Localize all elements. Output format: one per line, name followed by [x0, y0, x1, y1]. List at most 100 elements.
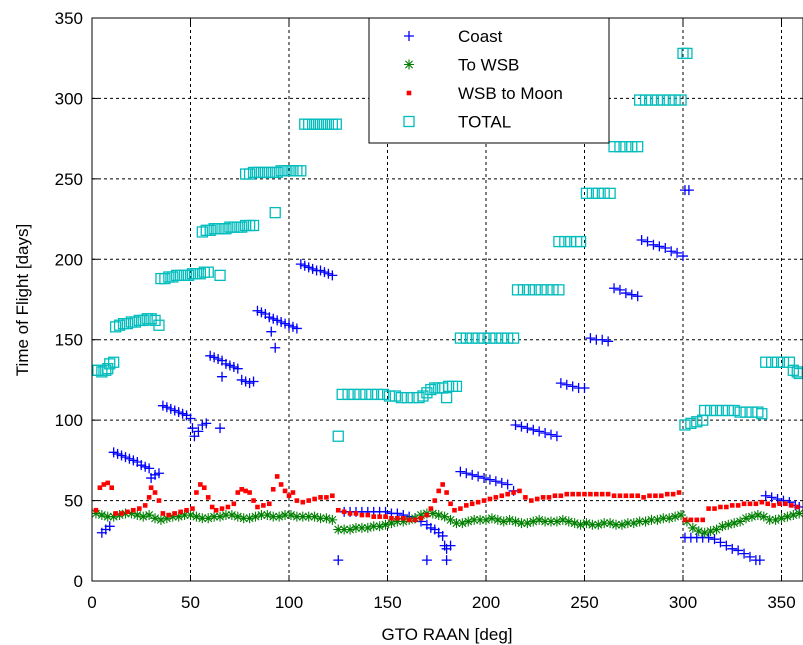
data-point-wsb-to-moon — [172, 511, 178, 516]
data-point-to-wsb — [492, 514, 503, 525]
data-point-to-wsb — [250, 511, 261, 522]
data-point-wsb-to-moon — [469, 501, 475, 507]
data-point-wsb-to-moon — [582, 491, 587, 497]
data-point-wsb-to-moon — [623, 493, 629, 499]
data-point-total — [247, 219, 260, 232]
data-point-total — [559, 235, 571, 248]
data-point-coast — [636, 234, 647, 245]
data-point-wsb-to-moon — [540, 495, 546, 500]
data-point-total — [716, 404, 729, 417]
y-tick-label: 150 — [55, 331, 83, 350]
data-point-total — [104, 358, 116, 370]
data-point-coast — [733, 545, 744, 556]
data-point-total — [236, 221, 248, 233]
data-point-total — [417, 390, 429, 402]
data-point-wsb-to-moon — [136, 506, 142, 511]
data-point-coast — [467, 469, 478, 480]
data-point-to-wsb — [504, 514, 515, 525]
data-point-wsb-to-moon — [448, 501, 453, 507]
data-point-wsb-to-moon — [101, 482, 107, 487]
data-point-to-wsb — [587, 519, 598, 530]
x-tick-label: 300 — [669, 593, 697, 612]
data-point-wsb-to-moon — [365, 512, 371, 518]
data-point-total — [182, 269, 195, 282]
data-point-total — [204, 224, 216, 236]
data-point-wsb-to-moon — [335, 507, 341, 513]
data-point-total — [760, 356, 772, 368]
data-point-coast — [683, 185, 694, 196]
data-point-wsb-to-moon — [286, 493, 292, 499]
data-point-coast — [215, 423, 226, 434]
data-point-total — [295, 165, 307, 177]
data-point-wsb-to-moon — [670, 491, 676, 497]
data-point-total — [484, 332, 496, 344]
data-point-wsb-to-moon — [290, 490, 296, 495]
data-point-coast — [479, 473, 490, 484]
data-point-wsb-to-moon — [412, 517, 418, 523]
data-point-total — [691, 416, 703, 428]
data-point-wsb-to-moon — [771, 503, 776, 508]
data-point-to-wsb — [616, 519, 627, 530]
data-point-wsb-to-moon — [564, 491, 570, 497]
data-point-wsb-to-moon — [400, 515, 406, 521]
data-point-total — [440, 391, 453, 404]
data-point-wsb-to-moon — [700, 517, 705, 523]
data-point-wsb-to-moon — [97, 485, 103, 491]
data-point-wsb-to-moon — [270, 487, 276, 492]
data-point-wsb-to-moon — [231, 501, 237, 507]
x-tick-label: 50 — [181, 593, 200, 612]
data-point-to-wsb — [256, 510, 267, 521]
data-point-to-wsb — [457, 518, 468, 529]
data-point-wsb-to-moon — [105, 480, 111, 486]
data-point-to-wsb — [752, 510, 763, 521]
y-tick-label: 200 — [55, 250, 83, 269]
data-point-wsb-to-moon — [219, 506, 225, 511]
data-point-coast — [642, 236, 653, 247]
data-point-coast — [266, 326, 277, 337]
data-point-coast — [201, 418, 212, 429]
data-point-wsb-to-moon — [274, 474, 280, 479]
data-point-total — [401, 391, 413, 404]
data-point-total — [728, 404, 740, 417]
legend-label-total: TOTAL — [458, 113, 511, 132]
data-point-to-wsb — [244, 513, 255, 524]
data-point-coast — [473, 471, 484, 482]
data-point-wsb-to-moon — [570, 491, 575, 497]
data-point-total — [137, 314, 149, 327]
data-point-to-wsb — [161, 513, 172, 524]
data-point-to-wsb — [764, 514, 775, 525]
data-point-total — [766, 356, 778, 368]
y-tick-label: 0 — [74, 572, 83, 591]
data-point-to-wsb — [102, 511, 113, 522]
data-point-coast — [739, 548, 750, 559]
data-point-total — [269, 206, 281, 219]
data-point-to-wsb — [144, 510, 155, 521]
data-point-wsb-to-moon — [505, 491, 510, 497]
data-point-total — [330, 118, 342, 130]
data-point-total — [202, 266, 214, 278]
data-point-to-wsb — [185, 510, 196, 521]
data-point-to-wsb — [481, 514, 491, 525]
data-point-coast — [445, 540, 456, 551]
data-point-to-wsb — [664, 513, 675, 524]
data-point-coast — [609, 283, 620, 294]
data-point-wsb-to-moon — [93, 507, 99, 513]
data-point-wsb-to-moon — [184, 507, 189, 513]
data-point-total — [108, 356, 120, 368]
series-total — [92, 47, 803, 442]
data-point-total — [722, 404, 734, 417]
data-point-to-wsb — [717, 521, 728, 532]
series-wsb-to-moon — [93, 474, 800, 523]
x-tick-label: 100 — [275, 593, 303, 612]
data-point-wsb-to-moon — [251, 498, 256, 503]
data-point-to-wsb — [735, 516, 746, 527]
data-point-to-wsb — [794, 508, 803, 519]
data-point-total — [354, 388, 366, 401]
data-point-wsb-to-moon — [706, 506, 711, 511]
data-point-wsb-to-moon — [481, 498, 487, 503]
data-point-wsb-to-moon — [198, 482, 203, 487]
data-point-coast — [455, 466, 466, 477]
data-point-to-wsb — [220, 510, 231, 521]
data-point-wsb-to-moon — [747, 501, 753, 507]
